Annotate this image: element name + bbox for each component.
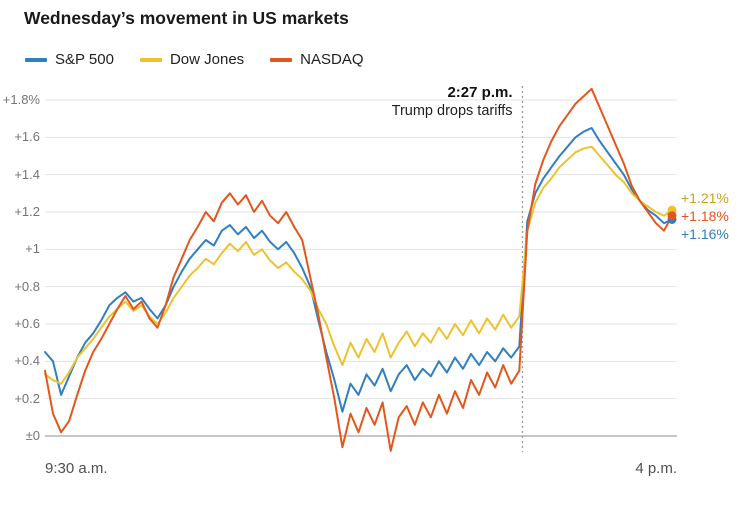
annotation-time: 2:27 p.m. <box>447 84 513 101</box>
legend-item-dow-jones: Dow Jones <box>139 51 245 68</box>
y-axis-tick-label: +1.6 <box>14 129 40 145</box>
y-axis-tick-label: +0.6 <box>14 316 40 331</box>
chart-legend: S&P 500 Dow Jones NASDAQ <box>25 51 364 68</box>
legend-label-dow-jones: Dow Jones <box>169 51 245 68</box>
y-axis-tick-label: +1.4 <box>14 166 40 182</box>
series-line-s-p-500 <box>44 127 673 413</box>
y-axis-tick-label: ±0 <box>25 428 40 443</box>
y-axis-tick-label: +1 <box>25 241 40 257</box>
x-axis-end-label: 4 p.m. <box>635 460 677 477</box>
page-title: Wednesday’s movement in US markets <box>24 8 349 28</box>
legend-label-sp500: S&P 500 <box>55 51 114 68</box>
end-label-dow-jones: +1.21% <box>681 189 729 206</box>
y-axis-tick-label: +0.4 <box>14 353 40 369</box>
x-axis-start-label: 9:30 a.m. <box>45 460 108 477</box>
series-end-dot-nasdaq <box>667 211 677 221</box>
legend-item-sp500: S&P 500 <box>25 51 114 68</box>
legend-swatch-sp500 <box>25 57 47 62</box>
legend-swatch-nasdaq <box>270 57 293 62</box>
series-line-nasdaq <box>44 87 673 452</box>
end-label-nasdaq: +1.18% <box>681 207 729 224</box>
event-annotation: 2:27 p.m. Trump drops tariffs <box>392 84 513 122</box>
annotation-text: Trump drops tariffs <box>391 103 513 119</box>
y-axis-tick-label: +0.2 <box>14 390 40 406</box>
legend-item-nasdaq: NASDAQ <box>270 51 364 68</box>
legend-label-nasdaq: NASDAQ <box>300 51 364 68</box>
y-axis-tick-label: +1.2 <box>14 204 40 219</box>
end-label-sp500: +1.16% <box>681 225 729 242</box>
series-line-dow-jones <box>44 145 673 385</box>
legend-swatch-dow-jones <box>139 57 162 62</box>
y-axis-tick-label: +0.8 <box>14 278 40 294</box>
y-axis-tick-label: +1.8% <box>2 92 40 107</box>
